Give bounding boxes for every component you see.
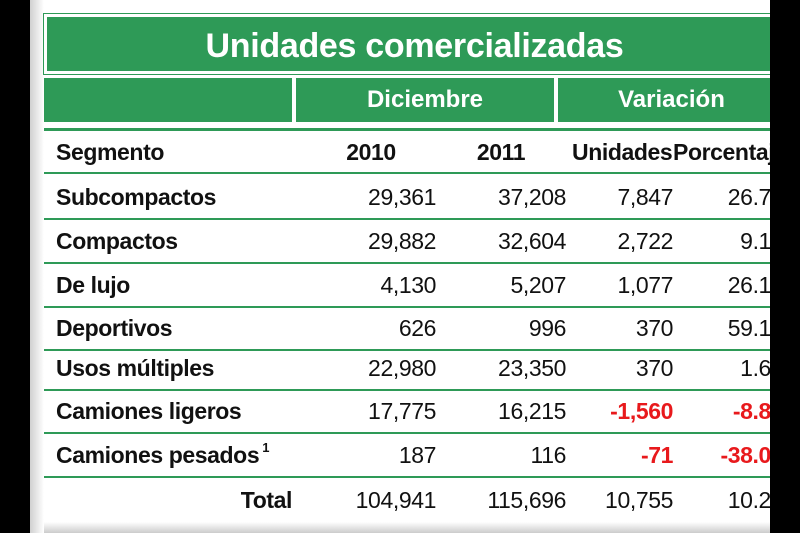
- segment-name: Deportivos: [56, 307, 306, 349]
- segment-name: De lujo: [56, 264, 306, 306]
- col-header-2011: 2011: [476, 138, 526, 165]
- bottom-shadow: [44, 522, 770, 533]
- table-title: Unidades comercializadas: [205, 27, 624, 65]
- header-divider: [44, 128, 770, 131]
- segment-name: Usos múltiples: [56, 347, 306, 389]
- cell-y2010: 22,980: [368, 354, 436, 381]
- segment-label: Camiones pesados: [56, 441, 260, 468]
- cell-percent: 26.1%: [727, 271, 770, 298]
- cell-y2011: 37,208: [498, 183, 566, 210]
- segment-label: De lujo: [56, 271, 130, 298]
- col-header-units: Unidades: [572, 138, 673, 165]
- footnote-marker: 1: [262, 439, 270, 455]
- col-header-segment: Segmento: [56, 138, 164, 165]
- cell-percent: 9.1%: [740, 227, 770, 254]
- table-row: Subcompactos 29,361 37,208 7,847 26.7%: [44, 176, 770, 220]
- cell-percent: 1.6%: [740, 354, 770, 381]
- cell-units: 1,077: [617, 271, 673, 298]
- table-sheet: Unidades comercializadas Diciembre Varia…: [30, 0, 770, 533]
- cell-y2011: 16,215: [498, 397, 566, 424]
- cell-percent: 26.7%: [727, 183, 770, 210]
- header-spacer: [44, 78, 292, 122]
- segment-label: Usos múltiples: [56, 354, 214, 381]
- cell-units: 370: [635, 354, 674, 381]
- col-header-2010: 2010: [346, 138, 396, 165]
- total-2011: 115,696: [487, 486, 566, 513]
- cell-percent: 59.1%: [727, 314, 770, 341]
- table-row: Deportivos 626 996 370 59.1%: [44, 307, 770, 351]
- cell-y2010: 29,361: [368, 183, 436, 210]
- cell-y2010: 187: [398, 441, 437, 468]
- total-2010: 104,941: [355, 486, 437, 513]
- table-row: Usos múltiples 22,980 23,350 370 1.6%: [44, 347, 770, 391]
- cell-y2011: 5,207: [510, 271, 566, 298]
- cell-y2010: 17,775: [368, 397, 436, 424]
- cell-percent: -38.0%: [720, 441, 770, 468]
- total-percent: 10.2%: [727, 486, 770, 513]
- cell-units: -1,560: [610, 397, 673, 424]
- cell-y2011: 996: [528, 314, 567, 341]
- cell-units: 2,722: [617, 227, 673, 254]
- cell-y2011: 116: [530, 441, 567, 468]
- table-row: Camiones ligeros 17,775 16,215 -1,560 -8.8%: [44, 390, 770, 434]
- segment-label: Compactos: [56, 227, 178, 254]
- segment-name: Camiones pesados 1: [56, 434, 306, 476]
- cell-percent: -8.8%: [732, 397, 770, 424]
- cell-y2011: 23,350: [498, 354, 566, 381]
- segment-label: Camiones ligeros: [56, 397, 242, 424]
- cell-y2010: 29,882: [368, 227, 436, 254]
- cell-y2010: 626: [398, 314, 437, 341]
- total-label: Total: [240, 486, 293, 513]
- total-units: 10,755: [605, 486, 673, 513]
- cell-units: 7,847: [617, 183, 673, 210]
- segment-name: Compactos: [56, 220, 306, 262]
- col-header-percent: Porcentaje: [673, 138, 770, 165]
- group-header-variacion: Variación: [558, 78, 770, 122]
- segment-name: Camiones ligeros: [56, 390, 306, 432]
- total-row: Total 104,941 115,696 10,755 10.2%: [44, 478, 770, 522]
- cell-units: -71: [640, 441, 673, 468]
- column-header-row: Segmento 2010 2011 Unidades Porcentaje: [44, 132, 770, 174]
- cell-units: 370: [635, 314, 674, 341]
- segment-label: Subcompactos: [56, 183, 217, 210]
- title-band: Unidades comercializadas: [43, 13, 770, 75]
- cell-y2011: 32,604: [498, 227, 566, 254]
- segment-label: Deportivos: [56, 314, 173, 341]
- cell-y2010: 4,130: [380, 271, 436, 298]
- segment-name: Subcompactos: [56, 176, 306, 218]
- table-row: De lujo 4,130 5,207 1,077 26.1%: [44, 264, 770, 308]
- group-header-diciembre: Diciembre: [296, 78, 554, 122]
- table-row: Compactos 29,882 32,604 2,722 9.1%: [44, 220, 770, 264]
